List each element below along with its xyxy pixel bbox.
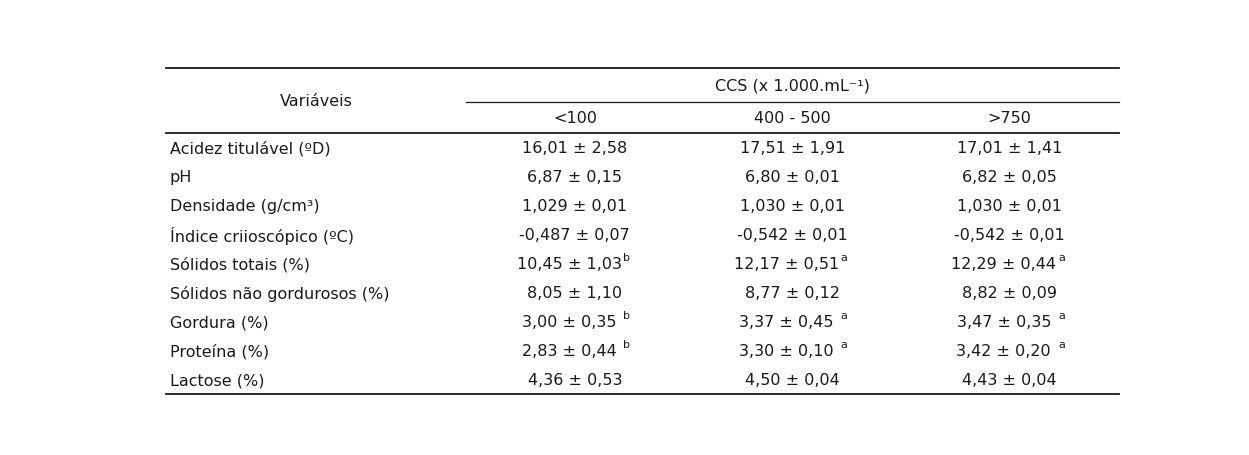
- Text: <100: <100: [553, 111, 597, 126]
- Text: 12,17 ± 0,51: 12,17 ± 0,51: [734, 257, 839, 272]
- Text: a: a: [841, 311, 848, 321]
- Text: pH: pH: [170, 170, 192, 185]
- Text: 1,030 ± 0,01: 1,030 ± 0,01: [739, 199, 844, 214]
- Text: a: a: [1058, 253, 1065, 263]
- Text: 2,83 ± 0,44: 2,83 ± 0,44: [522, 344, 617, 359]
- Text: >750: >750: [988, 111, 1032, 126]
- Text: 8,05 ± 1,10: 8,05 ± 1,10: [527, 286, 622, 301]
- Text: 16,01 ± 2,58: 16,01 ± 2,58: [522, 141, 627, 156]
- Text: -0,542 ± 0,01: -0,542 ± 0,01: [954, 228, 1065, 243]
- Text: 8,77 ± 0,12: 8,77 ± 0,12: [744, 286, 839, 301]
- Text: Lactose (%): Lactose (%): [170, 373, 265, 388]
- Text: b: b: [623, 311, 631, 321]
- Text: 10,45 ± 1,03: 10,45 ± 1,03: [517, 257, 622, 272]
- Text: Índice criioscópico (ºC): Índice criioscópico (ºC): [170, 226, 353, 244]
- Text: 6,82 ± 0,05: 6,82 ± 0,05: [962, 170, 1057, 185]
- Text: Proteína (%): Proteína (%): [170, 343, 269, 359]
- Text: a: a: [841, 339, 848, 349]
- Text: Densidade (g/cm³): Densidade (g/cm³): [170, 199, 320, 214]
- Text: 1,029 ± 0,01: 1,029 ± 0,01: [522, 199, 627, 214]
- Text: Sólidos não gordurosos (%): Sólidos não gordurosos (%): [170, 285, 390, 301]
- Text: 12,29 ± 0,44: 12,29 ± 0,44: [952, 257, 1057, 272]
- Text: 6,87 ± 0,15: 6,87 ± 0,15: [527, 170, 622, 185]
- Text: b: b: [623, 339, 631, 349]
- Text: Acidez titulável (ºD): Acidez titulável (ºD): [170, 141, 330, 156]
- Text: 4,43 ± 0,04: 4,43 ± 0,04: [962, 373, 1057, 388]
- Text: Variáveis: Variáveis: [280, 94, 352, 109]
- Text: 17,01 ± 1,41: 17,01 ± 1,41: [957, 141, 1063, 156]
- Text: 3,42 ± 0,20: 3,42 ± 0,20: [957, 344, 1052, 359]
- Text: 3,00 ± 0,35: 3,00 ± 0,35: [522, 314, 616, 329]
- Text: b: b: [623, 253, 631, 263]
- Text: Sólidos totais (%): Sólidos totais (%): [170, 256, 310, 272]
- Text: 4,36 ± 0,53: 4,36 ± 0,53: [527, 373, 622, 388]
- Text: 3,47 ± 0,35: 3,47 ± 0,35: [957, 314, 1052, 329]
- Text: 8,82 ± 0,09: 8,82 ± 0,09: [962, 286, 1057, 301]
- Text: -0,487 ± 0,07: -0,487 ± 0,07: [520, 228, 631, 243]
- Text: a: a: [1058, 339, 1065, 349]
- Text: 17,51 ± 1,91: 17,51 ± 1,91: [739, 141, 844, 156]
- Text: Gordura (%): Gordura (%): [170, 314, 269, 329]
- Text: a: a: [841, 253, 848, 263]
- Text: 3,30 ± 0,10: 3,30 ± 0,10: [739, 344, 834, 359]
- Text: 1,030 ± 0,01: 1,030 ± 0,01: [957, 199, 1062, 214]
- Text: 3,37 ± 0,45: 3,37 ± 0,45: [739, 314, 833, 329]
- Text: CCS (x 1.000.mL⁻¹): CCS (x 1.000.mL⁻¹): [716, 79, 871, 94]
- Text: 4,50 ± 0,04: 4,50 ± 0,04: [744, 373, 839, 388]
- Text: -0,542 ± 0,01: -0,542 ± 0,01: [737, 228, 848, 243]
- Text: 6,80 ± 0,01: 6,80 ± 0,01: [744, 170, 839, 185]
- Text: a: a: [1058, 311, 1065, 321]
- Text: 400 - 500: 400 - 500: [754, 111, 831, 126]
